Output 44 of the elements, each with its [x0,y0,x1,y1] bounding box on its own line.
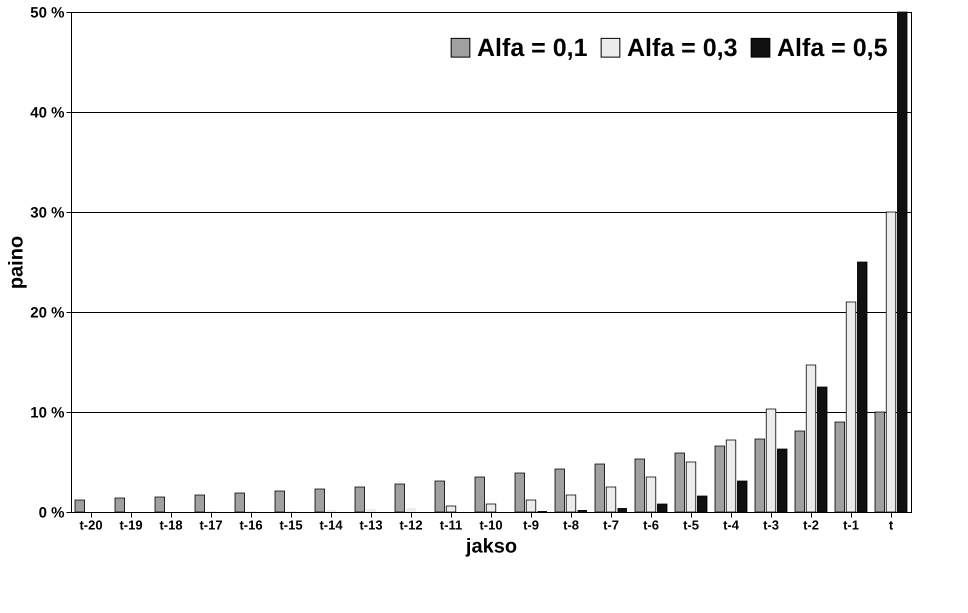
y-tick-label: 0 % [38,504,64,522]
x-tick-label: t-4 [723,518,740,532]
x-tick-label: t-10 [479,518,503,532]
x-tick-label: t-6 [643,518,659,532]
x-tick-label: t [888,518,894,532]
y-tick-label: 10 % [30,404,64,422]
x-tick-label: t-17 [199,518,223,532]
x-tick-label: t-1 [843,518,859,532]
y-tick-label: 40 % [30,104,64,122]
legend-label: Alfa = 0,3 [627,34,738,62]
bar [366,509,376,512]
x-tick-label: t-11 [440,518,462,532]
x-tick-label: t-2 [803,518,819,532]
x-tick-label: t-18 [159,518,183,532]
y-axis-title: paino [5,236,28,290]
bar [274,490,285,512]
x-tick-label: t-19 [119,518,143,532]
legend-label: Alfa = 0,5 [777,34,888,62]
legend-label: Alfa = 0,1 [477,34,588,62]
x-tick-label: t-14 [319,518,344,532]
bar [617,508,627,512]
bar [406,508,416,512]
x-tick-label: t-5 [683,518,699,532]
bar [354,486,365,512]
x-tick-label: t-20 [79,518,103,532]
x-tick-label: t-12 [399,518,423,532]
x-tick-label: t-8 [563,518,579,532]
x-tick-label: t-13 [359,518,383,532]
x-axis-title: jakso [464,536,518,558]
y-tick-label: 20 % [30,304,64,322]
x-tick-label: t-16 [239,518,263,532]
x-tick-label: t-3 [763,518,779,532]
bar [394,484,405,512]
x-tick-label: t-7 [603,518,619,532]
x-tick-label: t-9 [523,518,539,532]
bar [314,488,325,512]
bar [194,494,205,512]
y-tick-label: 30 % [30,204,64,222]
bar [74,500,85,512]
bar [154,496,165,512]
x-tick-label: t-15 [279,518,303,532]
bar [114,498,125,512]
y-tick-label: 50 % [30,4,64,22]
bar [234,492,245,512]
